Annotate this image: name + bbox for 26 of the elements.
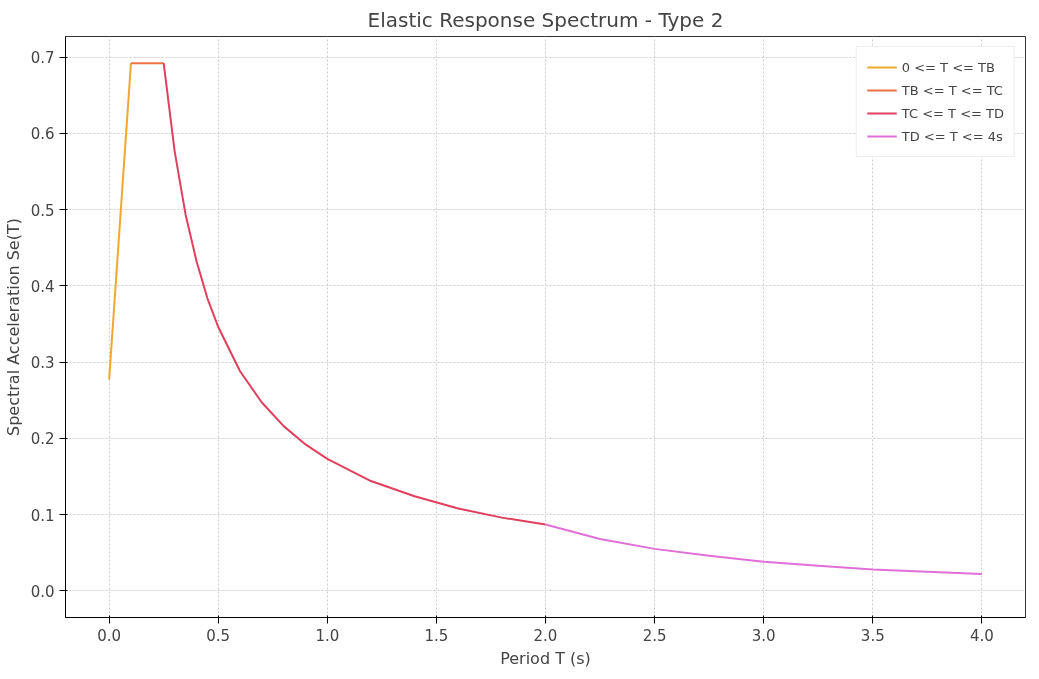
y-tick-label: 0.7 <box>30 49 55 68</box>
line-series <box>162 62 547 526</box>
x-tick-label: 1.5 <box>424 626 449 645</box>
legend-label: 0 <= T <= TB <box>901 59 995 75</box>
x-axis-title: Period T (s) <box>500 648 591 668</box>
x-tick-label: 1.0 <box>315 626 340 645</box>
x-tick-label: 3.0 <box>751 626 776 645</box>
chart-title: Elastic Response Spectrum - Type 2 <box>367 7 724 32</box>
y-tick-label: 0.2 <box>30 430 55 449</box>
legend-label: TB <= T <= TC <box>901 82 1003 98</box>
y-tick-label: 0.0 <box>30 582 55 601</box>
y-tick-label: 0.5 <box>30 201 55 220</box>
x-tick-label: 0.5 <box>206 626 231 645</box>
y-tick-label: 0.4 <box>30 277 55 296</box>
x-tick-label: 2.0 <box>533 626 558 645</box>
x-tick-label: 4.0 <box>969 626 994 645</box>
y-axis-title: Spectral Acceleration Se(T) <box>3 218 23 436</box>
y-tick-label: 0.6 <box>30 125 55 144</box>
y-tick-label: 0.3 <box>30 354 55 373</box>
legend-label: TC <= T <= TD <box>901 105 1004 121</box>
legend-label: TD <= T <= 4s <box>901 128 1003 144</box>
y-tick-label: 0.1 <box>30 506 55 525</box>
line-series <box>544 523 983 576</box>
x-tick-label: 2.5 <box>642 626 667 645</box>
x-tick-label: 3.5 <box>860 626 885 645</box>
x-tick-label: 0.0 <box>97 626 122 645</box>
